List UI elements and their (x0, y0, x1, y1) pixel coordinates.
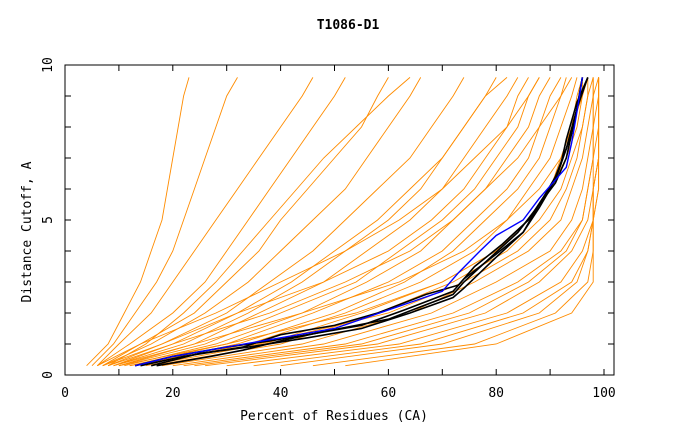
x-tick-label: 100 (592, 386, 615, 401)
x-axis-label: Percent of Residues (CA) (240, 409, 428, 424)
x-tick-label: 20 (165, 386, 181, 401)
orange-model-line-7 (107, 77, 465, 367)
orange-model-line-20 (183, 77, 600, 367)
orange-model-line-3 (97, 77, 346, 367)
y-tick-label: 0 (41, 371, 56, 379)
x-tick-label: 80 (488, 386, 504, 401)
blue-model-line (134, 77, 584, 367)
orange-model-line-18 (161, 77, 594, 367)
y-axis-label: Distance Cutoff, A (20, 161, 35, 302)
orange-model-line-14 (135, 77, 567, 367)
black-model-line-0 (134, 77, 584, 367)
orange-model-line-23 (226, 77, 600, 367)
x-tick-label: 60 (381, 386, 397, 401)
orange-model-line-6 (102, 77, 422, 367)
orange-model-line-2 (96, 77, 314, 367)
orange-model-line-5 (107, 77, 411, 367)
orange-model-line-27 (345, 77, 600, 367)
orange-model-line-28 (107, 77, 573, 367)
orange-model-line-11 (118, 77, 540, 367)
orange-model-line-16 (145, 77, 583, 367)
black-model-line-3 (156, 77, 589, 367)
x-tick-label: 40 (273, 386, 289, 401)
orange-model-line-26 (312, 77, 600, 367)
orange-model-line-31 (97, 77, 540, 367)
chart-title: T1086-D1 (317, 18, 380, 33)
y-tick-label: 5 (41, 216, 56, 224)
orange-model-line-22 (205, 77, 600, 367)
orange-model-line-0 (86, 77, 190, 367)
orange-model-line-21 (194, 77, 600, 367)
orange-model-line-30 (129, 77, 594, 367)
axes-group: 0 20 40 60 80 100 0 5 10 (41, 57, 616, 401)
orange-model-line-1 (91, 77, 238, 367)
orange-model-line-32 (102, 77, 529, 367)
x-tick-label: 0 (61, 386, 69, 401)
series-group (86, 77, 600, 367)
black-model-line-2 (151, 77, 584, 367)
orange-model-line-9 (113, 77, 508, 367)
y-tick-label: 10 (41, 57, 56, 73)
orange-model-line-13 (129, 77, 562, 367)
